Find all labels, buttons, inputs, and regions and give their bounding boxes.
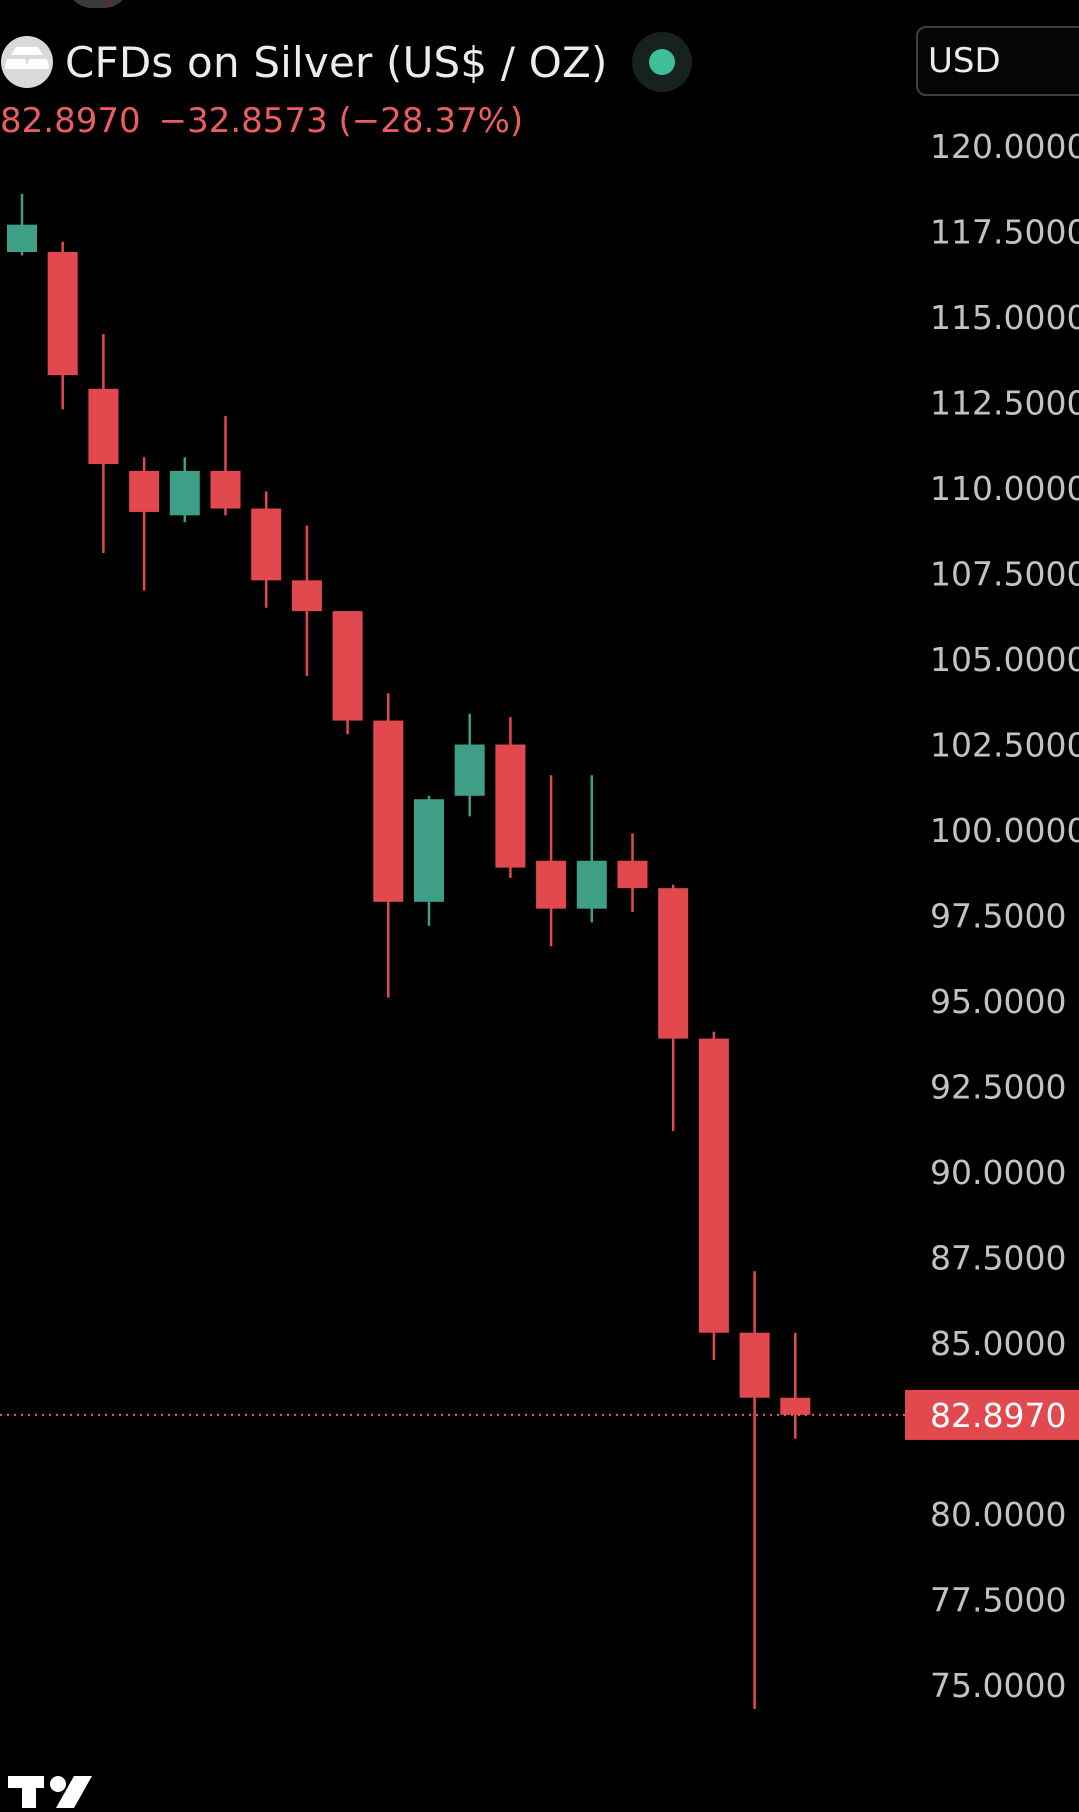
candle[interactable] bbox=[739, 1271, 770, 1709]
candle[interactable] bbox=[780, 1332, 811, 1439]
candle[interactable] bbox=[251, 491, 282, 608]
y-axis-tick-label: 95.0000 bbox=[930, 982, 1066, 1021]
candle[interactable] bbox=[698, 1031, 729, 1361]
candle[interactable] bbox=[210, 416, 241, 516]
candle[interactable] bbox=[88, 334, 119, 553]
current-price-tag-background bbox=[905, 1389, 1079, 1440]
candle-body-down bbox=[373, 720, 404, 902]
candle[interactable] bbox=[169, 457, 200, 523]
candle-body-down bbox=[658, 888, 689, 1039]
y-axis-tick-label: 102.5000 bbox=[930, 726, 1079, 765]
y-axis-tick-label: 97.5000 bbox=[930, 897, 1066, 936]
candle-body-up bbox=[576, 860, 607, 909]
candle[interactable] bbox=[576, 775, 607, 923]
y-axis-tick-label: 90.0000 bbox=[930, 1153, 1066, 1192]
tradingview-logo-icon bbox=[8, 1772, 104, 1812]
candle-body-down bbox=[251, 508, 282, 581]
candles-layer bbox=[7, 193, 811, 1709]
candle[interactable] bbox=[536, 775, 567, 947]
candle-body-down bbox=[210, 470, 241, 509]
y-axis-tick-label: 115.0000 bbox=[930, 298, 1079, 337]
user-avatar[interactable] bbox=[66, 0, 130, 8]
symbol-title: CFDs on Silver (US$ / OZ) bbox=[65, 37, 608, 87]
last-price: 82.8970 bbox=[0, 101, 141, 141]
y-axis-tick-label: 117.5000 bbox=[930, 213, 1079, 252]
candle[interactable] bbox=[617, 833, 648, 913]
current-price-tag: 82.8970 bbox=[905, 1389, 1079, 1440]
candle[interactable] bbox=[495, 717, 526, 878]
y-axis-tick-label: 100.0000 bbox=[930, 811, 1079, 850]
y-axis-tick-label: 92.5000 bbox=[930, 1068, 1066, 1107]
y-axis-tick-label: 77.5000 bbox=[930, 1581, 1066, 1620]
y-axis-tick-label: 80.0000 bbox=[930, 1495, 1066, 1534]
candle-body-down bbox=[739, 1332, 770, 1398]
candle[interactable] bbox=[658, 884, 689, 1131]
candle-body-down bbox=[291, 580, 322, 612]
currency-selector[interactable]: USD bbox=[916, 26, 1079, 96]
candle[interactable] bbox=[332, 611, 363, 735]
candle-body-up bbox=[414, 799, 444, 902]
candle[interactable] bbox=[291, 525, 322, 677]
candle[interactable] bbox=[129, 457, 160, 591]
y-axis-tick-label: 110.0000 bbox=[930, 469, 1079, 508]
candle-body-down bbox=[698, 1038, 729, 1333]
candle-body-up bbox=[454, 744, 485, 796]
candle-body-down bbox=[536, 860, 567, 909]
candle-body-down bbox=[88, 388, 119, 465]
current-price-tag-label: 82.8970 bbox=[930, 1396, 1066, 1435]
price-axis[interactable]: 120.0000 117.5000 115.0000 112.5000 110.0000… bbox=[930, 127, 1079, 1705]
candle[interactable] bbox=[454, 713, 485, 817]
symbol-header[interactable]: CFDs on Silver (US$ / OZ) bbox=[0, 28, 692, 96]
price-change: −32.8573 bbox=[158, 101, 328, 141]
candle-body-down bbox=[332, 611, 363, 721]
candle[interactable] bbox=[7, 193, 37, 256]
candle-body-down bbox=[129, 470, 160, 512]
candle-body-down bbox=[617, 860, 648, 889]
currency-value: USD bbox=[928, 41, 1001, 81]
candle[interactable] bbox=[373, 693, 404, 998]
market-open-dot-icon bbox=[648, 49, 675, 75]
y-axis-tick-label: 75.0000 bbox=[930, 1666, 1066, 1705]
y-axis-tick-label: 120.0000 bbox=[930, 127, 1079, 166]
price-change-percent: (−28.37%) bbox=[338, 101, 524, 141]
y-axis-tick-label: 107.5000 bbox=[930, 555, 1079, 594]
y-axis-tick-label: 105.0000 bbox=[930, 640, 1079, 679]
candle-body-down bbox=[780, 1397, 811, 1415]
candle-body-up bbox=[169, 470, 200, 516]
candle-body-up bbox=[7, 224, 37, 253]
candle-body-down bbox=[495, 744, 526, 868]
market-status-indicator[interactable] bbox=[631, 32, 692, 92]
candle[interactable] bbox=[414, 795, 444, 926]
candle[interactable] bbox=[47, 241, 78, 410]
y-axis-tick-label: 112.5000 bbox=[930, 384, 1079, 423]
candle-body-down bbox=[47, 252, 78, 376]
y-axis-tick-label: 87.5000 bbox=[930, 1239, 1066, 1278]
price-summary: 82.8970 −32.8573 (−28.37%) bbox=[0, 101, 523, 141]
y-axis-tick-label: 85.0000 bbox=[930, 1324, 1066, 1363]
silver-bars-icon bbox=[1, 36, 53, 88]
